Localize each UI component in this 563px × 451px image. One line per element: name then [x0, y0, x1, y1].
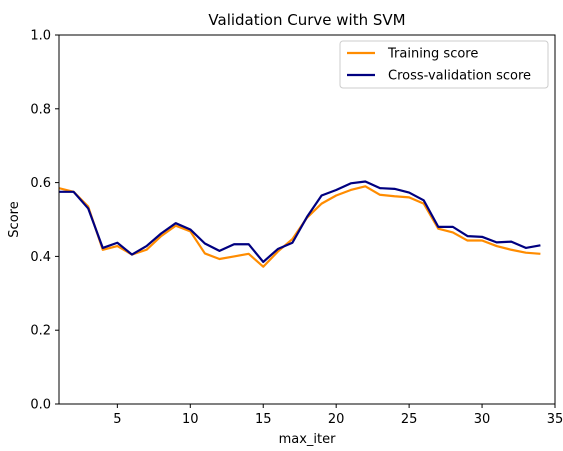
chart-title: Validation Curve with SVM [208, 11, 405, 29]
legend-box [339, 40, 549, 89]
y-tick-label: 0.2 [30, 324, 51, 339]
y-axis-label: Score [7, 201, 22, 237]
y-tick-label: 1.0 [30, 29, 51, 44]
x-tick-label: 35 [547, 412, 563, 427]
legend-label-training-score: Training score [387, 47, 478, 62]
legend-label-cross-validation-score: Cross-validation score [388, 69, 531, 84]
x-tick-label: 15 [255, 412, 272, 427]
x-tick-label: 10 [182, 412, 199, 427]
x-tick-label: 20 [328, 412, 345, 427]
series-line-cross-validation-score [59, 180, 541, 264]
x-tick-label: 5 [113, 412, 121, 427]
y-tick-label: 0.0 [30, 398, 51, 413]
y-tick-label: 0.8 [30, 102, 51, 117]
x-tick-label: 30 [474, 412, 491, 427]
x-tick-label: 25 [401, 412, 418, 427]
x-axis-label: max_iter [279, 432, 337, 447]
y-tick-label: 0.6 [30, 176, 51, 191]
plot-frame [58, 34, 556, 405]
y-tick-label: 0.4 [30, 250, 51, 265]
